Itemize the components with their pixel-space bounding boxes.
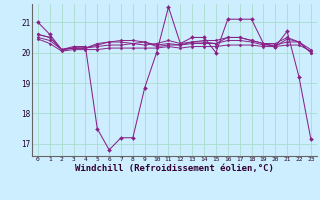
X-axis label: Windchill (Refroidissement éolien,°C): Windchill (Refroidissement éolien,°C) bbox=[75, 164, 274, 173]
